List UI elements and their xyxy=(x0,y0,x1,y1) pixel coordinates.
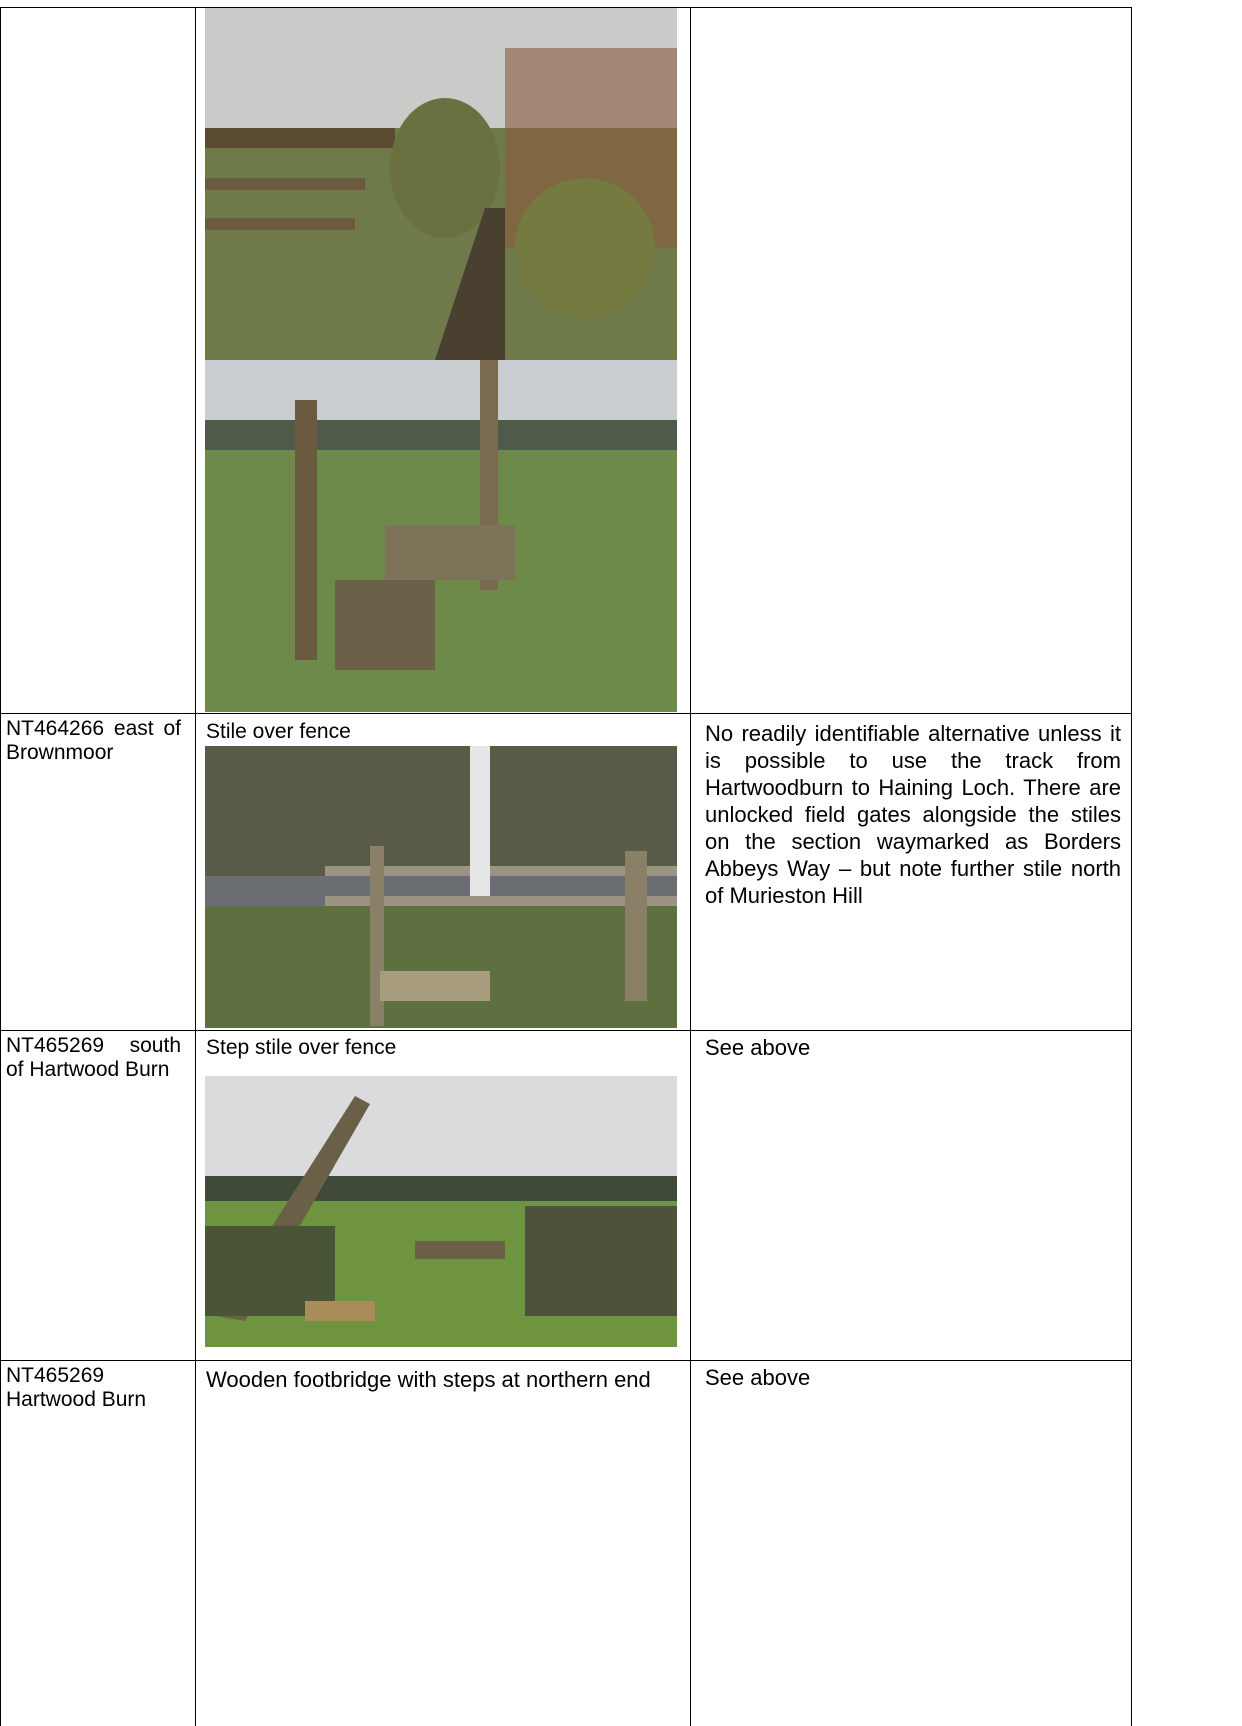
alternative-cell: See above xyxy=(705,1365,811,1390)
table-border xyxy=(195,7,196,1726)
description-cell: Step stile over fence xyxy=(206,1036,397,1059)
photo xyxy=(205,8,677,360)
table-border xyxy=(0,1030,1132,1031)
table-border xyxy=(0,7,1132,8)
photo xyxy=(205,746,677,1028)
description-cell: Wooden footbridge with steps at northern… xyxy=(206,1367,651,1392)
table-border xyxy=(1131,7,1132,1726)
alternative-cell: See above xyxy=(705,1035,811,1060)
photo xyxy=(205,360,677,712)
location-cell: NT465269 south of Hartwood Burn xyxy=(6,1034,181,1081)
table-border xyxy=(0,713,1132,714)
location-cell: NT464266 east of Brownmoor xyxy=(6,717,181,764)
table-border xyxy=(0,1360,1132,1361)
description-cell: Stile over fence xyxy=(206,720,351,743)
photo xyxy=(205,1076,677,1347)
table-border xyxy=(690,7,691,1726)
location-cell: NT465269 Hartwood Burn xyxy=(6,1364,147,1411)
table-border xyxy=(0,7,1,1726)
alternative-cell: No readily identifiable alternative unle… xyxy=(705,721,1121,908)
